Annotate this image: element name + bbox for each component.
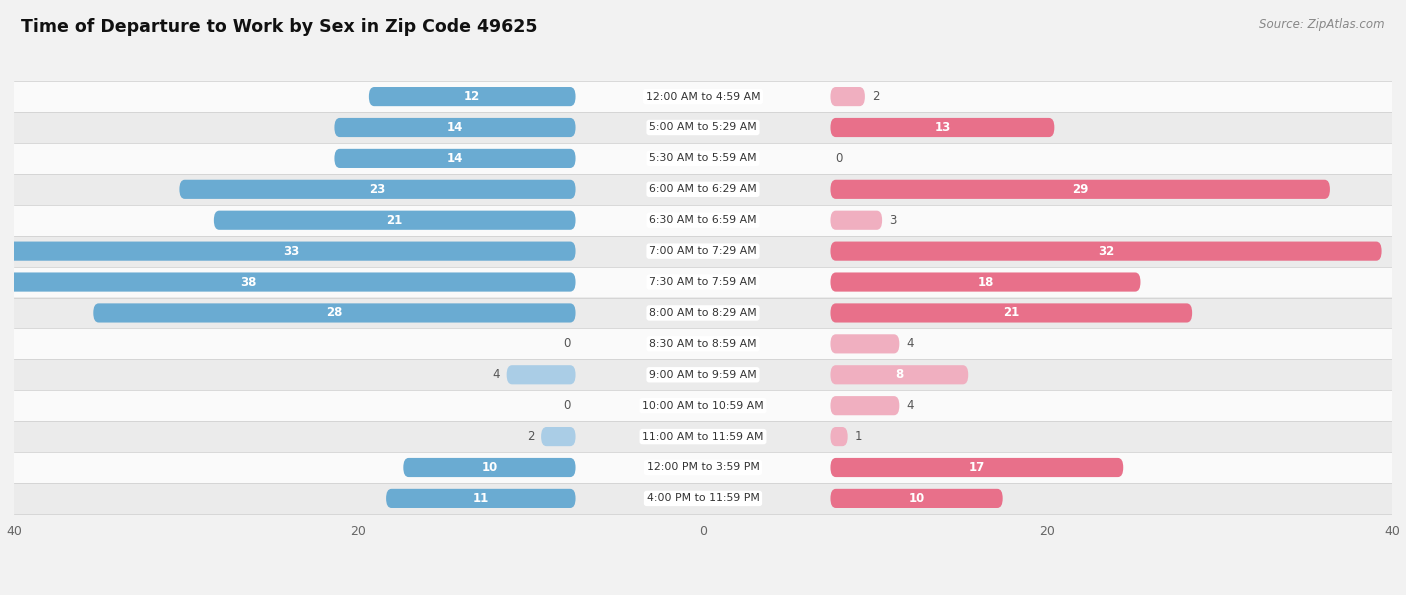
Text: Time of Departure to Work by Sex in Zip Code 49625: Time of Departure to Work by Sex in Zip … (21, 18, 537, 36)
Text: 12: 12 (464, 90, 481, 103)
Bar (14, 143, 1392, 174)
Text: 6:30 AM to 6:59 AM: 6:30 AM to 6:59 AM (650, 215, 756, 226)
Text: 0: 0 (835, 152, 844, 165)
FancyBboxPatch shape (831, 273, 1140, 292)
FancyBboxPatch shape (335, 149, 575, 168)
FancyBboxPatch shape (404, 458, 575, 477)
Text: 9:00 AM to 9:59 AM: 9:00 AM to 9:59 AM (650, 369, 756, 380)
Text: 29: 29 (1071, 183, 1088, 196)
Text: 11: 11 (472, 492, 489, 505)
FancyBboxPatch shape (831, 211, 882, 230)
Text: 23: 23 (370, 183, 385, 196)
Text: 1: 1 (855, 430, 862, 443)
Bar (14, 298, 1392, 328)
Text: 10: 10 (908, 492, 925, 505)
Bar (14, 174, 1392, 205)
FancyBboxPatch shape (831, 427, 848, 446)
Text: 21: 21 (1002, 306, 1019, 320)
FancyBboxPatch shape (831, 489, 1002, 508)
Text: 4:00 PM to 11:59 PM: 4:00 PM to 11:59 PM (647, 493, 759, 503)
Text: 20: 20 (350, 525, 367, 538)
FancyBboxPatch shape (180, 180, 575, 199)
Text: 17: 17 (969, 461, 986, 474)
Bar (14, 205, 1392, 236)
Text: 14: 14 (447, 152, 463, 165)
FancyBboxPatch shape (368, 87, 575, 106)
Text: 2: 2 (872, 90, 879, 103)
Text: 4: 4 (907, 399, 914, 412)
Bar (14, 421, 1392, 452)
Text: 13: 13 (934, 121, 950, 134)
Text: 11:00 AM to 11:59 AM: 11:00 AM to 11:59 AM (643, 431, 763, 441)
Text: Source: ZipAtlas.com: Source: ZipAtlas.com (1260, 18, 1385, 31)
Text: 4: 4 (907, 337, 914, 350)
Text: 10:00 AM to 10:59 AM: 10:00 AM to 10:59 AM (643, 400, 763, 411)
Bar (14, 390, 1392, 421)
FancyBboxPatch shape (831, 458, 1123, 477)
FancyBboxPatch shape (831, 242, 1382, 261)
Text: 12:00 AM to 4:59 AM: 12:00 AM to 4:59 AM (645, 92, 761, 102)
Text: 21: 21 (387, 214, 404, 227)
FancyBboxPatch shape (335, 118, 575, 137)
Text: 0: 0 (562, 337, 571, 350)
FancyBboxPatch shape (831, 180, 1330, 199)
Bar (14, 267, 1392, 298)
Bar (14, 236, 1392, 267)
FancyBboxPatch shape (506, 365, 575, 384)
Text: 7:30 AM to 7:59 AM: 7:30 AM to 7:59 AM (650, 277, 756, 287)
FancyBboxPatch shape (831, 118, 1054, 137)
Bar (14, 81, 1392, 112)
Text: 0: 0 (699, 525, 707, 538)
FancyBboxPatch shape (831, 303, 1192, 322)
Text: 14: 14 (447, 121, 463, 134)
Text: 8:30 AM to 8:59 AM: 8:30 AM to 8:59 AM (650, 339, 756, 349)
FancyBboxPatch shape (831, 396, 900, 415)
Text: 7:00 AM to 7:29 AM: 7:00 AM to 7:29 AM (650, 246, 756, 256)
FancyBboxPatch shape (7, 242, 575, 261)
FancyBboxPatch shape (93, 303, 575, 322)
FancyBboxPatch shape (831, 87, 865, 106)
Text: 12:00 PM to 3:59 PM: 12:00 PM to 3:59 PM (647, 462, 759, 472)
Bar (14, 112, 1392, 143)
FancyBboxPatch shape (0, 273, 575, 292)
Bar (14, 328, 1392, 359)
FancyBboxPatch shape (214, 211, 575, 230)
Text: 20: 20 (1039, 525, 1056, 538)
Text: 32: 32 (1098, 245, 1114, 258)
Text: 2: 2 (527, 430, 534, 443)
Bar (14, 359, 1392, 390)
Text: 40: 40 (1384, 525, 1400, 538)
FancyBboxPatch shape (541, 427, 575, 446)
FancyBboxPatch shape (387, 489, 575, 508)
Text: 3: 3 (889, 214, 897, 227)
Text: 0: 0 (562, 399, 571, 412)
Text: 28: 28 (326, 306, 343, 320)
Text: 33: 33 (283, 245, 299, 258)
FancyBboxPatch shape (831, 365, 969, 384)
Text: 5:30 AM to 5:59 AM: 5:30 AM to 5:59 AM (650, 154, 756, 164)
Text: 6:00 AM to 6:29 AM: 6:00 AM to 6:29 AM (650, 184, 756, 195)
Text: 38: 38 (240, 275, 256, 289)
Bar (14, 483, 1392, 514)
Text: 8:00 AM to 8:29 AM: 8:00 AM to 8:29 AM (650, 308, 756, 318)
Text: 10: 10 (481, 461, 498, 474)
FancyBboxPatch shape (831, 334, 900, 353)
Text: 8: 8 (896, 368, 904, 381)
Text: 4: 4 (492, 368, 499, 381)
Text: 5:00 AM to 5:29 AM: 5:00 AM to 5:29 AM (650, 123, 756, 133)
Text: 18: 18 (977, 275, 994, 289)
Text: 40: 40 (6, 525, 22, 538)
Bar (14, 452, 1392, 483)
